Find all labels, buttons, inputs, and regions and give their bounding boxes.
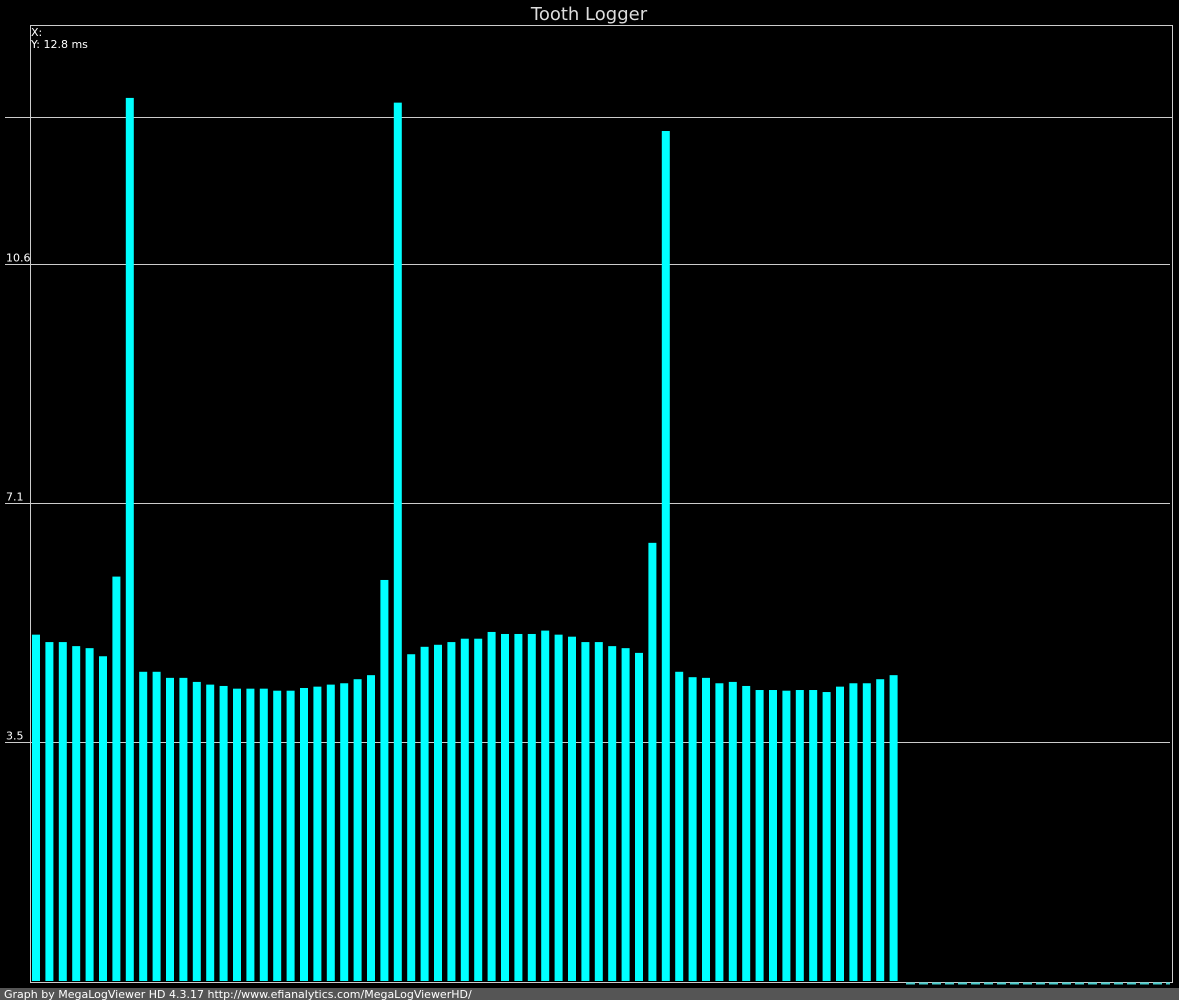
bar — [367, 675, 375, 981]
bar — [300, 687, 308, 981]
bar — [246, 688, 255, 981]
bar — [326, 684, 335, 981]
bar — [179, 677, 188, 981]
footer: Graph by MegaLogViewer HD 4.3.17 http://… — [4, 988, 472, 1000]
bar — [554, 634, 563, 981]
bar — [72, 646, 81, 981]
bar — [420, 646, 429, 981]
bar — [353, 679, 362, 981]
bar — [568, 636, 576, 981]
bar — [527, 633, 536, 981]
bar — [219, 685, 228, 981]
bar — [152, 671, 161, 981]
bar — [407, 654, 416, 981]
bar — [849, 683, 858, 981]
bar — [608, 646, 617, 981]
bar — [45, 642, 54, 981]
bar — [782, 690, 791, 981]
bar — [675, 671, 684, 981]
bar — [728, 681, 737, 981]
bar — [112, 576, 121, 981]
bar — [795, 690, 804, 981]
bar — [487, 631, 496, 981]
bar — [259, 688, 268, 981]
bar — [769, 690, 777, 981]
bar — [273, 690, 282, 981]
bar — [233, 688, 241, 981]
y-tick-label: 3.5 — [6, 730, 24, 743]
bar — [742, 685, 751, 981]
bar — [862, 683, 871, 981]
bar — [661, 130, 670, 981]
bar — [32, 634, 40, 981]
cursor-x-label: X: — [31, 26, 42, 39]
footer-bar — [0, 988, 1179, 1000]
bar — [514, 633, 523, 981]
bar — [648, 542, 657, 981]
bar — [688, 677, 697, 981]
bar — [635, 652, 643, 981]
cursor-y-label: Y: 12.8 ms — [30, 38, 88, 51]
bar — [755, 690, 764, 981]
bar — [434, 644, 442, 981]
bar — [702, 677, 710, 981]
bar — [340, 683, 349, 981]
bar — [125, 97, 134, 981]
bar — [99, 656, 107, 981]
bar — [58, 642, 67, 981]
bar — [541, 630, 550, 981]
bar — [393, 102, 402, 982]
bar — [380, 579, 389, 981]
bar — [876, 679, 885, 981]
y-tick-label: 10.6 — [6, 252, 31, 265]
bar — [581, 642, 590, 981]
bar — [836, 686, 844, 981]
bar — [139, 671, 148, 981]
bar — [822, 692, 831, 981]
bar — [286, 690, 295, 981]
bar — [501, 633, 509, 981]
bar — [447, 642, 456, 981]
chart-title: Tooth Logger — [530, 4, 648, 25]
bar — [85, 648, 94, 981]
bar — [474, 638, 483, 981]
bar — [715, 683, 724, 981]
y-tick-label: 7.1 — [6, 491, 24, 504]
bar — [594, 642, 603, 981]
bar — [460, 638, 469, 981]
bar — [192, 681, 201, 981]
bar — [621, 648, 630, 981]
bar — [206, 684, 215, 981]
bar — [313, 686, 322, 981]
bar — [166, 677, 174, 981]
bar — [809, 690, 818, 981]
bar — [889, 675, 898, 981]
